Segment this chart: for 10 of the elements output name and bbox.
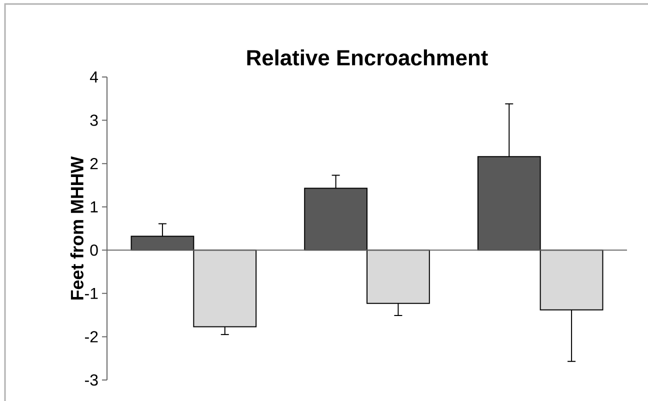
y-tick-label: 4 [90, 72, 98, 82]
y-tick-label: -3 [85, 374, 98, 386]
y-tick-label: 2 [90, 158, 98, 170]
y-tick-label: -1 [85, 288, 98, 299]
y-axis-title: Feet from MHHW [70, 156, 84, 300]
y-tick-label: 3 [90, 114, 98, 126]
y-tick-label: 1 [90, 201, 98, 212]
chart-title: Relative Encroachment [247, 49, 488, 66]
y-tick-label: -2 [85, 331, 98, 342]
y-tick-label: 0 [90, 244, 98, 256]
